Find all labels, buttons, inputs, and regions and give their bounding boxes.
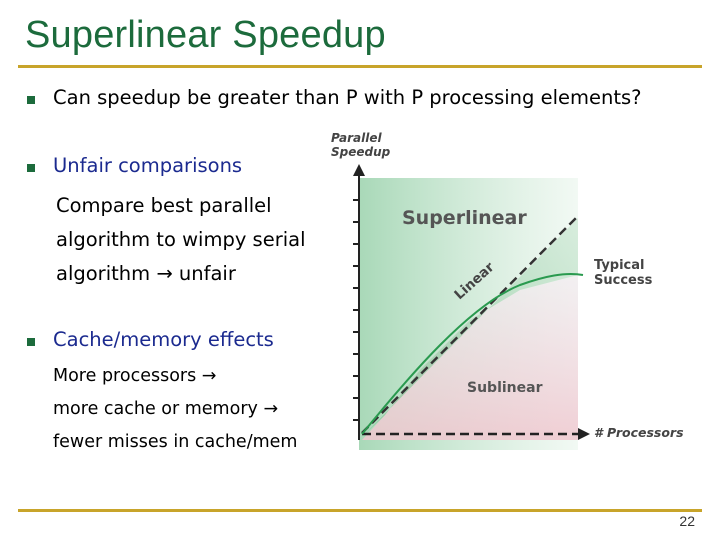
y-axis-arrowhead: [353, 164, 365, 176]
superlinear-label: Superlinear: [402, 207, 527, 229]
sublinear-label: Sublinear: [467, 380, 543, 396]
sub-line: More processors →: [53, 360, 297, 393]
y-axis-label-line: Parallel: [331, 131, 382, 145]
linear-curve-band: [362, 218, 578, 437]
footer-divider: [18, 509, 702, 512]
bullet-3-text: Cache/memory effects: [53, 328, 274, 351]
y-axis-label-line: Speedup: [331, 144, 391, 159]
x-axis-label: # Processors: [594, 425, 684, 440]
bullet-marker: [27, 164, 35, 172]
typical-success-label: Typical Success: [594, 258, 653, 289]
bullet-2-text: Unfair comparisons: [53, 154, 243, 177]
sublinear-region: [362, 275, 578, 440]
y-axis-ticks: [353, 199, 359, 421]
bullet-1-text: Can speedup be greater than P with P pro…: [53, 86, 642, 109]
sub-line-part: More processors: [53, 366, 197, 386]
bullet-3-subtext: More processors → more cache or memory →…: [53, 360, 297, 459]
sub-line: Compare best parallel: [56, 194, 272, 217]
typical-success-label-line: Typical: [594, 258, 645, 273]
page-number: 22: [679, 513, 695, 529]
sub-line: fewer misses in cache/mem: [53, 432, 298, 452]
typical-success-label-line: Success: [594, 272, 653, 288]
title-divider: [18, 65, 702, 68]
bullet-2-subtext: Compare best parallel algorithm to wimpy…: [56, 189, 306, 291]
sub-line: algorithm to wimpy serial: [56, 228, 306, 251]
sub-line-part: more cache or memory: [53, 399, 258, 419]
right-arrow-icon: →: [201, 366, 217, 386]
sub-line: more cache or memory →: [53, 393, 297, 426]
sub-line: algorithm → unfair: [56, 257, 306, 291]
bullet-marker: [27, 338, 35, 346]
sub-line-part: algorithm: [56, 262, 151, 285]
linear-line: [361, 215, 579, 434]
y-axis-label: Parallel Speedup: [331, 131, 391, 160]
typical-success-curve: [361, 273, 584, 435]
linear-label: Linear: [451, 259, 498, 304]
right-arrow-icon: →: [156, 262, 173, 285]
sub-line-part: unfair: [178, 262, 236, 285]
page-title: Superlinear Speedup: [25, 14, 386, 56]
x-axis-arrowhead: [578, 428, 590, 440]
right-arrow-icon: →: [263, 399, 279, 419]
bullet-marker: [27, 96, 35, 104]
